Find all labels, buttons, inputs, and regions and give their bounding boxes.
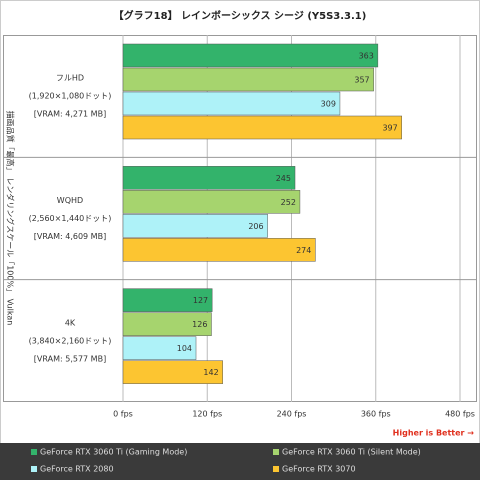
x-tick-label: 120 fps — [192, 410, 222, 419]
y-axis-label: 描画品質「最高」 レンダリングスケール「100%」 Vulkan — [6, 111, 16, 326]
legend-background — [0, 443, 480, 480]
legend-swatch — [273, 466, 279, 472]
plot-frame — [3, 35, 477, 402]
data-label: 245 — [276, 174, 291, 183]
bar — [122, 336, 197, 360]
bar — [122, 190, 301, 214]
data-label: 309 — [321, 100, 336, 109]
legend-swatch — [273, 449, 279, 455]
annotation: Higher is Better → — [393, 429, 475, 438]
category-label: (1,920×1,080ドット) — [29, 92, 112, 101]
bar — [122, 91, 341, 116]
legend-label: GeForce RTX 3060 Ti (Silent Mode) — [282, 448, 421, 457]
legend-label: GeForce RTX 2080 — [40, 465, 114, 474]
bar — [122, 43, 379, 68]
category-label: 4K — [65, 318, 76, 327]
bar — [122, 238, 316, 262]
x-tick-label: 0 fps — [113, 410, 133, 419]
bar — [122, 67, 374, 92]
data-label: 104 — [177, 344, 192, 353]
legend-swatch — [31, 449, 37, 455]
bar — [122, 214, 268, 238]
chart-title: 【グラフ18】 レインボーシックス シージ (Y5S3.3.1) — [114, 9, 367, 22]
category-label: フルHD — [56, 74, 84, 83]
data-label: 397 — [382, 124, 397, 133]
bar — [122, 312, 212, 336]
data-label: 127 — [193, 296, 208, 305]
category-label: (3,840×2,160ドット) — [29, 336, 112, 345]
category-label: WQHD — [57, 196, 83, 205]
data-label: 142 — [203, 368, 218, 377]
bar — [122, 115, 402, 140]
data-label: 206 — [248, 222, 263, 231]
data-label: 252 — [281, 198, 296, 207]
x-tick-label: 240 fps — [277, 410, 307, 419]
x-tick-label: 360 fps — [361, 410, 391, 419]
data-label: 274 — [296, 246, 311, 255]
data-label: 363 — [359, 52, 374, 61]
category-label: [VRAM: 4,609 MB] — [34, 232, 106, 241]
legend-label: GeForce RTX 3070 — [282, 465, 356, 474]
bar — [122, 166, 296, 190]
category-label: (2,560×1,440ドット) — [29, 214, 112, 223]
category-label: [VRAM: 4,271 MB] — [34, 110, 106, 119]
data-label: 357 — [354, 76, 369, 85]
x-tick-label: 480 fps — [445, 410, 475, 419]
data-label: 126 — [192, 320, 207, 329]
legend-label: GeForce RTX 3060 Ti (Gaming Mode) — [40, 448, 187, 457]
bar — [122, 288, 213, 312]
bar — [122, 360, 223, 384]
category-label: [VRAM: 5,577 MB] — [34, 354, 106, 363]
legend-swatch — [31, 466, 37, 472]
